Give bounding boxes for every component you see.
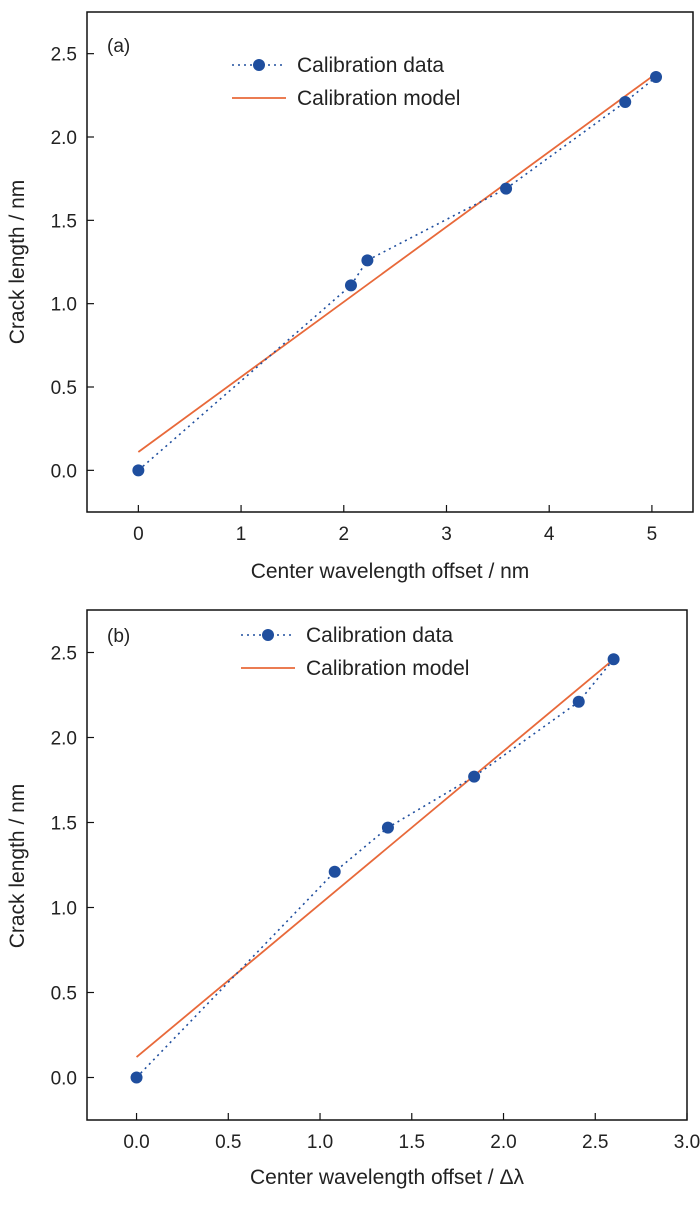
panel-b-ytick-label: 1.0 xyxy=(51,899,77,920)
panel-b-xlabel: Center wavelength offset / Δλ xyxy=(250,1166,524,1189)
panel-b-calibration-data-point xyxy=(328,865,341,878)
panel-b-legend-data-text: Calibration data xyxy=(306,624,453,647)
panel-a-calibration-data-point xyxy=(132,464,145,477)
panel-b-legend-data-marker xyxy=(262,629,274,641)
panel-b-frame xyxy=(86,609,688,1121)
panel-a-legend-data-marker xyxy=(253,59,265,71)
panel-a-ylabel: Crack length / nm xyxy=(6,180,29,345)
panel-b-label: (b) xyxy=(107,626,130,647)
panel-b-legend: Calibration data Calibration model xyxy=(241,624,469,680)
panel-a-calibration-data-point xyxy=(344,279,357,292)
panel-a-xtick-label: 1 xyxy=(236,524,247,545)
panel-b-calibration-data-point xyxy=(381,821,394,834)
panel-a: (a) Center wavelength offset / nm Crack … xyxy=(6,11,694,583)
panel-b-calibration-data-line xyxy=(135,658,615,1079)
panel-a-calibration-model-line xyxy=(137,72,657,453)
panel-a-legend-data-text: Calibration data xyxy=(297,54,444,77)
panel-a-plot-area xyxy=(132,71,663,477)
panel-b-ytick-label: 2.5 xyxy=(51,644,77,665)
panel-a-calibration-data-point xyxy=(500,182,513,195)
panel-b-xtick-label: 1.0 xyxy=(307,1132,333,1153)
panel-a-ytick-label: 2.5 xyxy=(51,45,77,66)
panel-b-xtick-label: 2.0 xyxy=(490,1132,516,1153)
panel-b-calibration-data-point xyxy=(607,653,620,666)
panel-a-ytick-label: 1.0 xyxy=(51,295,77,316)
panel-a-xtick-label: 4 xyxy=(544,524,555,545)
panel-b-plot-area xyxy=(130,653,620,1084)
panel-a-xtick-label: 3 xyxy=(441,524,452,545)
panel-a-legend-model-text: Calibration model xyxy=(297,87,460,110)
panel-b-calibration-data-point xyxy=(130,1071,143,1084)
panel-a-label: (a) xyxy=(107,36,130,57)
panel-b-ytick-label: 0.0 xyxy=(51,1069,77,1090)
panel-b-ytick-label: 0.5 xyxy=(51,984,77,1005)
panel-b-calibration-data-point xyxy=(572,695,585,708)
panel-a-calibration-data-point xyxy=(650,71,663,83)
panel-a-calibration-data-line xyxy=(137,76,657,471)
panel-a-ytick-group: 0.0 0.5 1.0 1.5 2.0 2.5 xyxy=(51,45,94,482)
panel-a-xtick-label: 2 xyxy=(338,524,349,545)
panel-b-calibration-data-point xyxy=(468,770,481,783)
panel-b-xtick-label: 0.5 xyxy=(215,1132,241,1153)
panel-a-ytick-label: 0.5 xyxy=(51,378,77,399)
panel-a-frame xyxy=(86,11,694,513)
panel-b-legend-model-text: Calibration model xyxy=(306,657,469,680)
panel-b-ylabel: Crack length / nm xyxy=(6,784,29,949)
panel-b-ytick-label: 1.5 xyxy=(51,814,77,835)
panel-a-xtick-label: 5 xyxy=(647,524,658,545)
panel-b-ytick-label: 2.0 xyxy=(51,729,77,750)
panel-b-xtick-label: 1.5 xyxy=(399,1132,425,1153)
panel-a-calibration-data-point xyxy=(361,254,374,267)
panel-b-xtick-label: 2.5 xyxy=(582,1132,608,1153)
panel-a-xlabel: Center wavelength offset / nm xyxy=(251,560,530,583)
panel-a-ytick-label: 0.0 xyxy=(51,461,77,482)
panel-a-calibration-data-point xyxy=(619,96,632,108)
panel-a-ytick-label: 2.0 xyxy=(51,128,77,149)
panel-a-ytick-label: 1.5 xyxy=(51,211,77,232)
panel-b-ytick-group: 0.0 0.5 1.0 1.5 2.0 2.5 xyxy=(51,644,94,1090)
panel-a-xtick-group: 0 1 2 3 4 5 xyxy=(133,505,657,545)
panel-b-xtick-label: 3.0 xyxy=(674,1132,700,1153)
panel-b: (b) Center wavelength offset / Δλ Crack … xyxy=(6,609,700,1189)
panel-a-xtick-label: 0 xyxy=(133,524,144,545)
panel-b-xtick-label: 0.0 xyxy=(123,1132,149,1153)
panel-b-xtick-group: 0.0 0.5 1.0 1.5 2.0 2.5 3.0 xyxy=(123,1113,700,1153)
panel-a-legend: Calibration data Calibration model xyxy=(232,54,460,110)
panel-b-calibration-model-line xyxy=(135,658,615,1058)
